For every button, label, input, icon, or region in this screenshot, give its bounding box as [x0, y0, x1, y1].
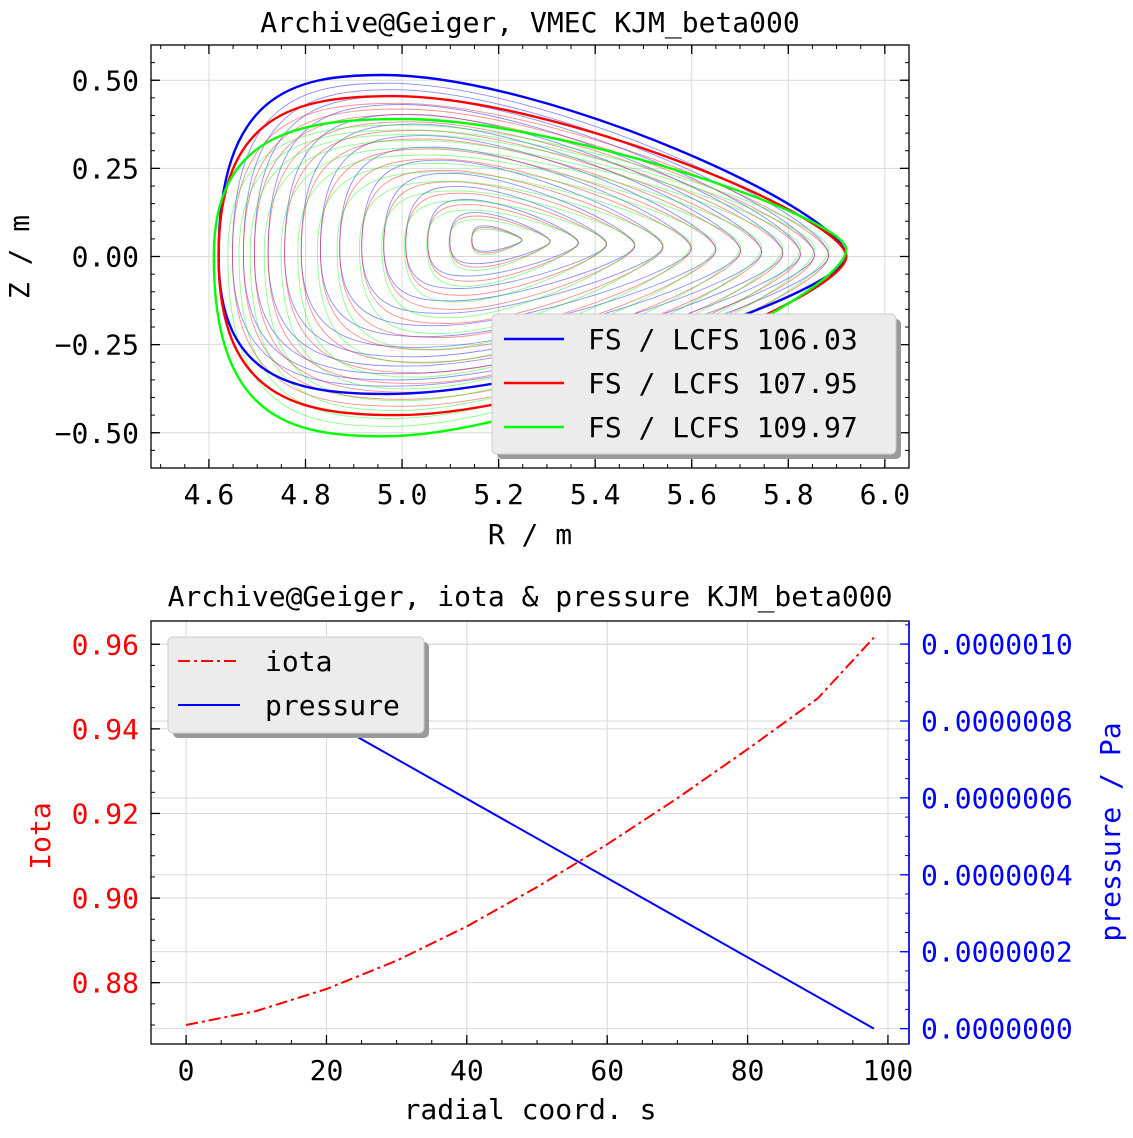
inner-flux-surface	[284, 129, 763, 374]
inner-flux-surface	[267, 104, 784, 367]
inner-flux-surface	[339, 158, 692, 339]
x-tick-label: 5.0	[377, 478, 428, 511]
y2-tick-label: 0.0000000	[921, 1013, 1073, 1046]
x-tick-label: 5.2	[473, 478, 524, 511]
inner-flux-surface	[361, 159, 664, 314]
inner-flux-surface	[403, 200, 608, 303]
iota-x-axis-label: radial coord. s	[404, 1093, 657, 1126]
x-tick-label: 5.8	[763, 478, 814, 511]
inner-flux-surface	[267, 121, 784, 384]
inner-flux-surface	[405, 192, 608, 296]
inner-flux-surface	[242, 108, 815, 400]
y-tick-label: −0.25	[55, 329, 139, 362]
legend-label: iota	[265, 645, 332, 678]
y2-tick-label: 0.0000008	[921, 705, 1073, 738]
inner-flux-surface	[238, 129, 815, 419]
y-tick-label: −0.50	[55, 417, 139, 450]
flux-axis-ticks: 4.6 4.8 5.0 5.2 5.4 5.6 5.8 6.0 0.50 0.25 0.00 −0.2…	[55, 45, 910, 511]
y2-tick-label: 0.0000002	[921, 936, 1073, 969]
x-tick-label: 5.6	[666, 478, 717, 511]
inner-flux-surface	[263, 140, 784, 402]
y-tick-label: 0.96	[72, 628, 139, 661]
flux-y-axis-label: Z / m	[3, 215, 36, 299]
y2-tick-label: 0.0000004	[921, 859, 1073, 892]
x-tick-label: 0	[178, 1054, 195, 1087]
inner-flux-surface	[449, 215, 551, 268]
inner-flux-surface	[284, 113, 763, 358]
legend-label: FS / LCFS 106.03	[588, 323, 858, 356]
inner-flux-surface	[405, 185, 608, 289]
lcfs-curves	[212, 73, 848, 438]
lcfs-curve-2	[212, 117, 848, 438]
inner-flux-surface	[383, 181, 636, 310]
inner-flux-surface	[381, 190, 636, 319]
pressure-y-axis-label: pressure / Pa	[1094, 722, 1127, 941]
inner-flux-surface	[449, 212, 551, 265]
inner-flux-surfaces	[227, 82, 830, 427]
legend-label: FS / LCFS 109.97	[588, 411, 858, 444]
inner-flux-surface	[231, 82, 830, 387]
inner-flux-surface	[448, 219, 551, 271]
iota-y-axis-label: Iota	[24, 802, 57, 869]
inner-flux-surface	[231, 102, 830, 407]
inner-flux-surface	[427, 204, 579, 282]
inner-flux-surface	[427, 199, 579, 277]
inner-flux-surface	[300, 123, 741, 348]
y2-tick-label: 0.0000010	[921, 628, 1073, 661]
inner-flux-surface	[242, 89, 815, 381]
y-tick-label: 0.94	[72, 713, 139, 746]
inner-flux-surface	[358, 180, 664, 335]
inner-flux-surface	[361, 169, 664, 324]
inner-flux-surface	[227, 124, 830, 427]
x-tick-label: 80	[731, 1054, 765, 1087]
x-tick-label: 4.6	[184, 478, 235, 511]
iota-pressure-panel: 0 20 40 60 80 100 0.96 0.94 0.92 0.90 0.88 0.000001…	[24, 580, 1127, 1126]
x-tick-label: 20	[310, 1054, 344, 1087]
x-tick-label: 4.8	[280, 478, 331, 511]
y-tick-label: 0.25	[72, 152, 139, 185]
y-tick-label: 0.90	[72, 882, 139, 915]
inner-flux-surface	[319, 135, 717, 338]
y-tick-label: 0.00	[72, 241, 139, 274]
inner-flux-surface	[426, 209, 579, 287]
flux-x-axis-label: R / m	[488, 518, 572, 551]
inner-flux-surface	[383, 172, 636, 302]
inner-flux-surface	[339, 146, 692, 327]
iota-line	[185, 636, 875, 1026]
inner-flux-surface	[316, 162, 717, 364]
iota-legend: iota pressure	[167, 636, 429, 738]
x-tick-label: 60	[590, 1054, 624, 1087]
legend-label: pressure	[265, 689, 400, 722]
inner-flux-surface	[297, 154, 741, 378]
legend-box	[491, 313, 897, 455]
inner-flux-surface	[471, 225, 523, 252]
inner-flux-surface	[280, 147, 763, 390]
inner-flux-surface	[470, 228, 523, 256]
flux-plot-title: Archive@Geiger, VMEC KJM_beta000	[260, 6, 799, 40]
inner-flux-surface	[253, 114, 801, 393]
iota-axis-ticks: 0 20 40 60 80 100 0.96 0.94 0.92 0.90 0.88 0.000001…	[72, 621, 1073, 1087]
lcfs-curve-1	[217, 94, 848, 417]
x-tick-label: 6.0	[860, 478, 911, 511]
x-tick-label: 40	[450, 1054, 484, 1087]
inner-flux-surface	[300, 138, 741, 363]
y-tick-label: 0.92	[72, 797, 139, 830]
inner-flux-surface	[471, 227, 523, 254]
y-tick-label: 0.50	[72, 64, 139, 97]
inner-flux-surface	[249, 134, 801, 412]
x-tick-label: 5.4	[570, 478, 621, 511]
flux-surface-grid	[151, 45, 909, 468]
y-tick-label: 0.88	[72, 967, 139, 1000]
y2-tick-label: 0.0000006	[921, 782, 1073, 815]
iota-plot-title: Archive@Geiger, iota & pressure KJM_beta…	[168, 580, 893, 614]
inner-flux-surface	[336, 171, 692, 350]
x-tick-label: 100	[863, 1054, 914, 1087]
inner-flux-surface	[319, 148, 717, 351]
legend-label: FS / LCFS 107.95	[588, 367, 858, 400]
inner-flux-surface	[253, 95, 801, 375]
flux-surface-panel: 4.6 4.8 5.0 5.2 5.4 5.6 5.8 6.0 0.50 0.25 0.00 −0.2…	[3, 6, 910, 551]
flux-legend: FS / LCFS 106.03 FS / LCFS 107.95 FS / LCF…	[491, 313, 901, 459]
